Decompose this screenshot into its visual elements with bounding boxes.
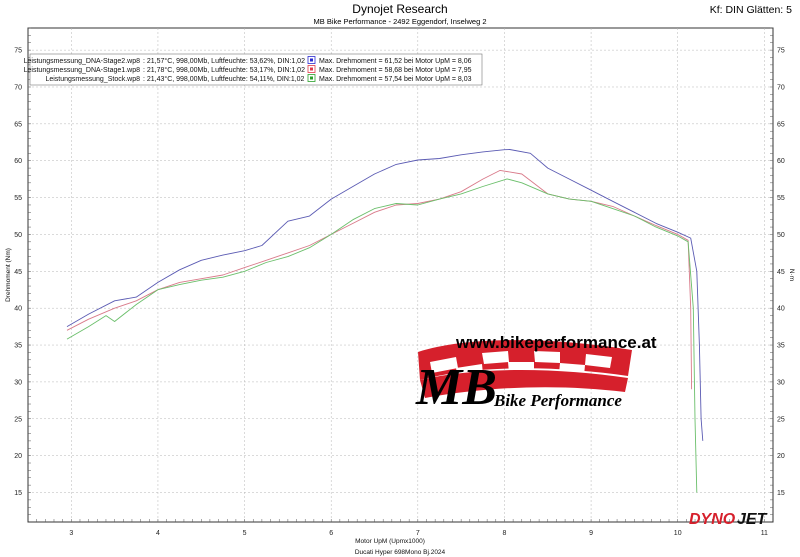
y-axis-label: Drehmoment (Nm) <box>5 248 12 302</box>
y-tick-label: 15 <box>14 490 22 497</box>
legend-marker-fill <box>310 58 313 62</box>
y-tick-label-right: 50 <box>777 232 785 239</box>
legend-series-summary: Max. Drehmoment = 58,68 bei Motor UpM = … <box>319 67 472 74</box>
legend-series-conditions: : 21,43°C, 998,00Mb, Luftfeuchte: 54,11%… <box>143 75 305 83</box>
y-tick-label: 60 <box>14 158 22 165</box>
y-tick-label: 35 <box>14 343 22 350</box>
legend-series-conditions: : 21,57°C, 998,00Mb, Luftfeuchte: 53,62%… <box>143 57 305 65</box>
x-tick-label: 3 <box>69 530 73 537</box>
dynojet-brand-right: JET <box>737 511 768 528</box>
y-tick-label: 50 <box>14 232 22 239</box>
y-tick-label: 55 <box>14 195 22 202</box>
y-tick-label-right: 25 <box>777 416 785 423</box>
y-tick-label: 70 <box>14 84 22 91</box>
y-axis-label-right: N·m <box>788 269 795 281</box>
series-line-3 <box>66 178 698 493</box>
y-tick-label-right: 75 <box>777 48 785 55</box>
x-tick-label: 11 <box>761 530 768 537</box>
y-tick-label: 40 <box>14 306 22 313</box>
y-tick-label: 25 <box>14 416 22 423</box>
y-tick-label-right: 35 <box>777 343 785 350</box>
y-tick-label: 45 <box>14 269 22 276</box>
x-tick-label: 6 <box>329 530 333 537</box>
legend-marker-fill <box>310 76 313 80</box>
y-tick-label: 30 <box>14 379 22 386</box>
chart-subtitle: MB Bike Performance - 2492 Eggendorf, In… <box>313 17 486 26</box>
y-tick-label-right: 45 <box>777 269 785 276</box>
legend-series-conditions: : 21,78°C, 998,00Mb, Luftfeuchte: 53,17%… <box>143 66 305 74</box>
x-axis-label: Motor UpM (Upmx1000) <box>355 538 425 545</box>
y-tick-label-right: 15 <box>777 490 785 497</box>
legend: Leistungsmessung_DNA-Stage2.wp8: 21,57°C… <box>24 53 483 86</box>
x-tick-label: 5 <box>243 530 247 537</box>
series-line-1 <box>66 149 704 441</box>
legend-series-name: Leistungsmessung_DNA-Stage1.wp8 <box>24 67 140 74</box>
vehicle-label: Ducati Hyper 698Mono Bj.2024 <box>355 549 446 556</box>
dynojet-brand-left: DYNO <box>689 511 736 528</box>
legend-marker-fill <box>310 67 313 71</box>
smoothing-info: Kf: DIN Glätten: 5 <box>710 4 792 16</box>
mb-logo: www.bikeperformance.at MB Bike Performan… <box>415 333 657 416</box>
legend-series-summary: Max. Drehmoment = 57,54 bei Motor UpM = … <box>319 76 472 83</box>
y-tick-label-right: 40 <box>777 306 785 313</box>
logo-mb-text: MB <box>415 359 497 416</box>
y-tick-label-right: 55 <box>777 195 785 202</box>
y-tick-label-right: 20 <box>777 453 785 460</box>
legend-series-summary: Max. Drehmoment = 61,52 bei Motor UpM = … <box>319 58 472 65</box>
y-tick-label-right: 70 <box>777 84 785 91</box>
y-tick-label: 65 <box>14 121 22 128</box>
checkered-flag-graphic <box>418 340 632 398</box>
legend-box <box>29 53 483 86</box>
x-tick-label: 4 <box>156 530 160 537</box>
logo-url-text: www.bikeperformance.at <box>455 333 657 352</box>
x-tick-label: 10 <box>674 530 682 537</box>
dynojet-logo: DYNO JET <box>689 511 768 528</box>
chart-title: Dynojet Research <box>352 2 447 16</box>
y-tick-label-right: 30 <box>777 379 785 386</box>
plot-area <box>27 27 774 523</box>
y-tick-label: 20 <box>14 453 22 460</box>
series-lines <box>66 149 704 493</box>
y-tick-label-right: 65 <box>777 121 785 128</box>
x-tick-label: 7 <box>416 530 420 537</box>
y-tick-label: 75 <box>14 48 22 55</box>
logo-tagline-text: Bike Performance <box>493 391 622 410</box>
legend-series-name: Leistungsmessung_Stock.wp8 <box>45 76 140 83</box>
grid <box>28 28 773 522</box>
legend-series-name: Leistungsmessung_DNA-Stage2.wp8 <box>24 58 140 65</box>
x-tick-label: 8 <box>503 530 507 537</box>
x-tick-label: 9 <box>589 530 593 537</box>
y-tick-label-right: 60 <box>777 158 785 165</box>
